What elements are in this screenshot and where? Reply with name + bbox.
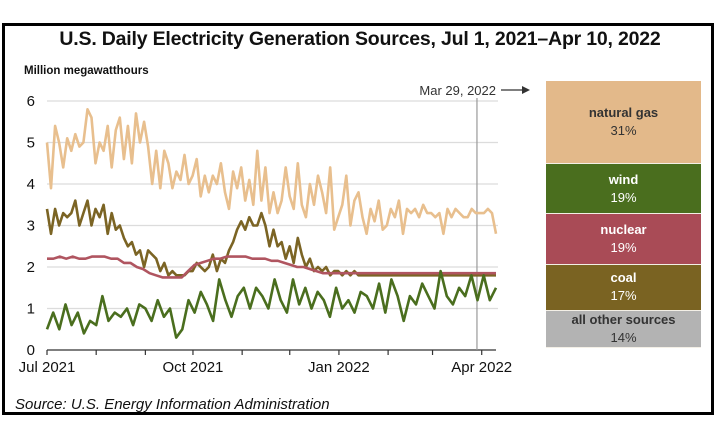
y-tick-label: 6 (27, 93, 35, 110)
stack-segment-label: natural gas (588, 104, 659, 120)
stack-segment-all-other-sources: all other sources 14% (546, 310, 701, 348)
x-tick-label: Jul 2021 (19, 359, 76, 376)
y-tick-label: 2 (27, 259, 35, 276)
stack-segment-label: nuclear (600, 222, 647, 238)
stack-segment-wind: wind 19% (546, 163, 701, 215)
source-note: Source: U.S. Energy Information Administ… (15, 396, 330, 413)
y-tick-label: 3 (27, 218, 35, 235)
stack-segment-percent: 14% (610, 329, 637, 345)
marker-label: Mar 29, 2022 (419, 83, 496, 98)
stack-segment-percent: 19% (610, 189, 637, 205)
x-tick-label: Jan 2022 (308, 359, 370, 376)
stack-segment-percent: 31% (610, 122, 637, 138)
series-line-natural-gas (45, 108, 498, 236)
stack-segment-nuclear: nuclear 19% (546, 214, 701, 266)
stack-segment-percent: 17% (610, 288, 637, 304)
series-line-wind (45, 269, 498, 339)
y-tick-label: 4 (27, 176, 35, 193)
stack-segment-percent: 19% (610, 240, 637, 256)
stack-segment-label: wind (608, 171, 639, 187)
series-line-nuclear (47, 255, 496, 279)
stack-segment-natural-gas: natural gas 31% (546, 81, 701, 164)
stack-segment-coal: coal 17% (546, 265, 701, 311)
stack-segment-label: all other sources (571, 311, 676, 327)
y-axis-units-label: Million megawatthours (24, 65, 149, 77)
chart-title: U.S. Daily Electricity Generation Source… (59, 28, 661, 50)
generation-share-stack: natural gas 31% wind 19% nuclear 19% coal 17% al… (546, 81, 701, 348)
series-line-coal (45, 199, 496, 277)
y-tick-label: 5 (27, 135, 35, 152)
x-tick-label: Oct 2021 (163, 359, 224, 376)
y-tick-label: 1 (27, 301, 35, 318)
right-arrow-icon (501, 86, 530, 94)
stack-segment-label: coal (610, 270, 637, 286)
x-tick-label: Apr 2022 (451, 359, 512, 376)
y-tick-label: 0 (27, 342, 35, 359)
